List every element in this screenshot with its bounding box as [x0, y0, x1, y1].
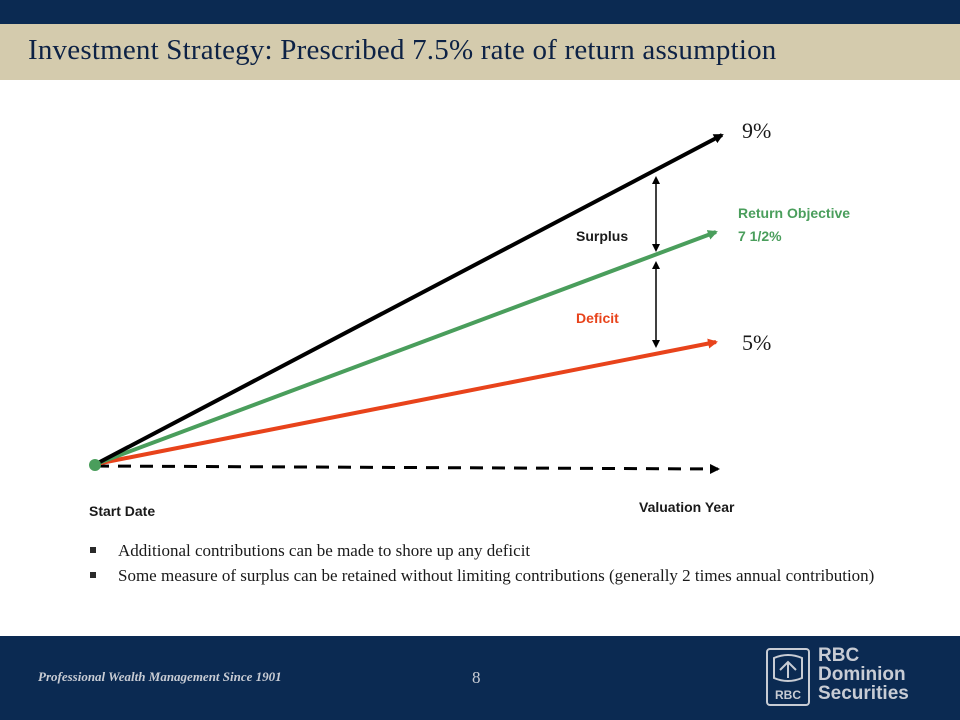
brand-line: RBC [818, 645, 860, 666]
start-point [89, 459, 101, 471]
baseline-arrow [95, 463, 720, 474]
footer-tagline: Professional Wealth Management Since 190… [38, 669, 282, 684]
objective-label-line1: Return Objective [738, 205, 851, 221]
low-rate-line [95, 338, 718, 466]
return-diagram [89, 133, 724, 474]
list-item: Some measure of surplus can be retained … [90, 565, 930, 586]
objective-rate-line [95, 230, 718, 466]
start-date-label: Start Date [89, 503, 156, 519]
title-bar [0, 24, 960, 80]
low-rate-label: 5% [742, 330, 772, 355]
brand-line: Securities [818, 683, 909, 704]
high-rate-line [95, 133, 724, 466]
bullet-text: Some measure of surplus can be retained … [118, 566, 875, 585]
valuation-year-label: Valuation Year [639, 499, 735, 515]
page-number: 8 [472, 668, 481, 687]
bullet-list: Additional contributions can be made to … [90, 540, 930, 590]
brand-name: RBC Dominion Securities [818, 646, 909, 703]
list-item: Additional contributions can be made to … [90, 540, 930, 561]
page-title: Investment Strategy: Prescribed 7.5% rat… [28, 34, 777, 66]
rbc-shield-logo-icon: RBC [766, 648, 810, 706]
high-rate-label: 9% [742, 118, 772, 143]
bullet-text: Additional contributions can be made to … [118, 541, 531, 560]
bullet-icon [90, 547, 96, 553]
deficit-label: Deficit [576, 310, 619, 326]
objective-label-line2: 7 1/2% [738, 228, 782, 244]
logo-text: RBC [775, 688, 801, 702]
surplus-label: Surplus [576, 228, 629, 244]
bullet-icon [90, 572, 96, 578]
brand-line: Dominion [818, 664, 906, 685]
top-band [0, 0, 960, 24]
